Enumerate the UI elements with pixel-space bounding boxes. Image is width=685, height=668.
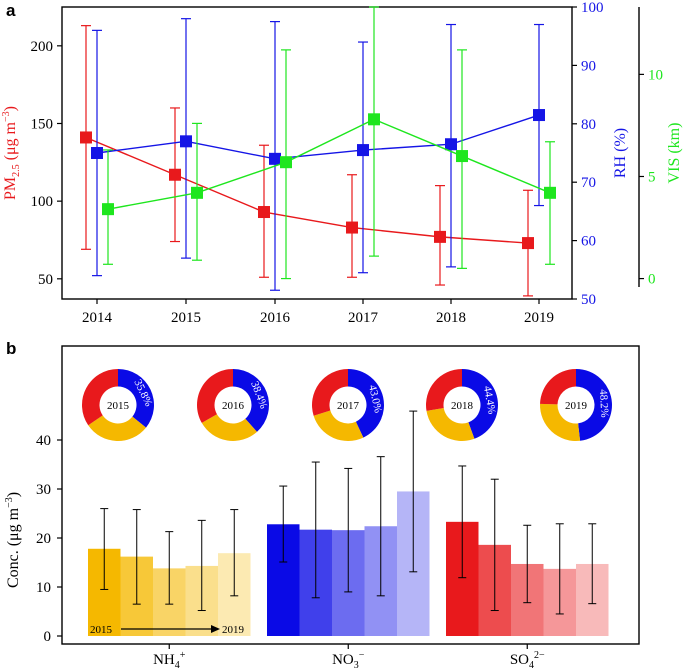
data-point-marker xyxy=(258,206,270,219)
donut-slice-ammonium xyxy=(88,415,147,442)
rh-tick-label: 60 xyxy=(581,234,596,250)
series-line xyxy=(85,136,529,244)
donut-year-label: 2019 xyxy=(565,400,588,412)
year-tick-label: 2015 xyxy=(171,310,201,326)
donut-slice-nitrate xyxy=(462,369,498,439)
data-point-marker xyxy=(191,186,203,199)
svg-text:Conc. (μg m−3): Conc. (μg m−3) xyxy=(4,492,22,588)
data-point-marker xyxy=(280,156,292,169)
data-point-marker xyxy=(434,230,446,243)
donut-slice-nitrate xyxy=(576,369,612,441)
data-point-marker xyxy=(102,203,114,216)
rh-tick-label: 80 xyxy=(581,117,596,133)
arrow-end-year: 2019 xyxy=(222,624,245,636)
donut-2015: 2015 35.8% xyxy=(81,369,155,442)
donut-year-label: 2015 xyxy=(107,400,130,412)
conc-axis-label: Conc. (μg m−3) xyxy=(4,492,22,588)
vis-tick-label: 0 xyxy=(648,272,656,288)
series-rh xyxy=(91,18,545,291)
panel-b-bar-chart: b 0 10 20 30 40 NH4+ NO3− SO42− 2015 35.8% 2016 38… xyxy=(4,339,640,668)
donut-percent-label: 44.4% xyxy=(481,385,498,415)
conc-tick-label: 30 xyxy=(36,482,51,498)
rh-axis-label: RH (%) xyxy=(612,128,629,178)
data-point-marker xyxy=(522,237,534,250)
series-line xyxy=(107,118,551,210)
year-direction-arrow: 2015 2019 xyxy=(90,624,245,636)
year-tick-label: 2017 xyxy=(348,310,379,326)
donut-slice-sulfate xyxy=(197,369,233,423)
data-point-marker xyxy=(169,168,181,181)
rh-tick-label: 70 xyxy=(581,175,596,191)
panel-b-plot-frame xyxy=(61,345,640,645)
year-tick-label: 2014 xyxy=(82,310,113,326)
arrow-head xyxy=(211,625,220,633)
group-label: SO42− xyxy=(510,650,545,668)
pm25-tick-label: 200 xyxy=(31,39,54,55)
pm25-tick-label: 50 xyxy=(38,272,53,288)
data-point-marker xyxy=(357,144,369,157)
data-point-marker xyxy=(346,221,358,234)
svg-text:PM2.5 (μg m−3): PM2.5 (μg m−3) xyxy=(1,106,22,200)
vis-tick-label: 10 xyxy=(648,67,663,83)
data-point-marker xyxy=(445,138,457,151)
donut-slice-nitrate xyxy=(118,369,154,428)
data-point-marker xyxy=(80,131,92,144)
panel-a-label: a xyxy=(6,1,16,20)
arrow-start-year: 2015 xyxy=(90,624,113,636)
donut-slice-nitrate xyxy=(233,369,270,432)
donut-2018: 2018 44.4% xyxy=(425,369,498,441)
group-label: NO3− xyxy=(332,650,365,668)
donut-year-label: 2018 xyxy=(451,400,474,412)
rh-tick-label: 90 xyxy=(581,58,596,74)
donut-slice-nitrate xyxy=(348,369,384,438)
conc-tick-label: 10 xyxy=(36,580,51,596)
conc-tick-label: 20 xyxy=(36,531,51,547)
bar-group-so42 xyxy=(446,465,609,636)
bar-group-nh4 xyxy=(88,508,251,636)
data-point-marker xyxy=(269,152,281,165)
data-point-marker xyxy=(544,186,556,199)
donut-year-label: 2016 xyxy=(222,400,245,412)
donut-slice-ammonium xyxy=(313,410,364,441)
conc-tick-label: 40 xyxy=(36,433,51,449)
year-tick-label: 2016 xyxy=(260,310,291,326)
donut-slice-sulfate xyxy=(425,369,462,411)
rh-tick-label: 50 xyxy=(581,292,596,308)
series-pm25 xyxy=(80,25,534,297)
conc-tick-label: 0 xyxy=(44,629,52,645)
donut-2016: 2016 38.4% xyxy=(197,369,270,442)
bar-group-no3 xyxy=(267,410,430,636)
group-label: NH4+ xyxy=(153,650,186,668)
data-point-marker xyxy=(368,113,380,126)
panel-a-line-chart: a 50 100 150 200 50 60 70 80 90 100 0 5 10 2014 2015 20… xyxy=(1,0,683,326)
year-tick-label: 2018 xyxy=(436,310,466,326)
donut-year-label: 2017 xyxy=(337,400,360,412)
donut-slice-sulfate xyxy=(81,369,118,426)
pm25-tick-label: 100 xyxy=(31,194,54,210)
data-point-marker xyxy=(91,147,103,159)
donut-slice-ammonium xyxy=(540,403,581,442)
donut-percent-label: 48.2% xyxy=(597,389,611,418)
donut-2017: 2017 43.0% xyxy=(312,369,384,441)
vis-axis-label: VIS (km) xyxy=(666,123,683,184)
donut-slice-ammonium xyxy=(426,408,475,441)
year-tick-label: 2019 xyxy=(524,310,554,326)
data-point-marker xyxy=(533,109,545,122)
pm25-tick-label: 150 xyxy=(31,116,54,132)
donut-2019: 2019 48.2% xyxy=(540,369,612,442)
series-line xyxy=(96,114,540,160)
series-vis xyxy=(102,6,556,280)
donut-slice-sulfate xyxy=(540,369,576,405)
donut-slice-ammonium xyxy=(201,414,257,442)
data-point-marker xyxy=(180,135,192,148)
panel-a-plot-frame xyxy=(61,6,573,300)
donut-slice-sulfate xyxy=(312,369,348,416)
vis-tick-label: 5 xyxy=(648,169,656,185)
pm25-axis-label: PM2.5 (μg m−3) xyxy=(1,106,22,200)
data-point-marker xyxy=(456,150,468,163)
panel-b-label: b xyxy=(6,339,16,358)
rh-tick-label: 100 xyxy=(581,0,604,16)
